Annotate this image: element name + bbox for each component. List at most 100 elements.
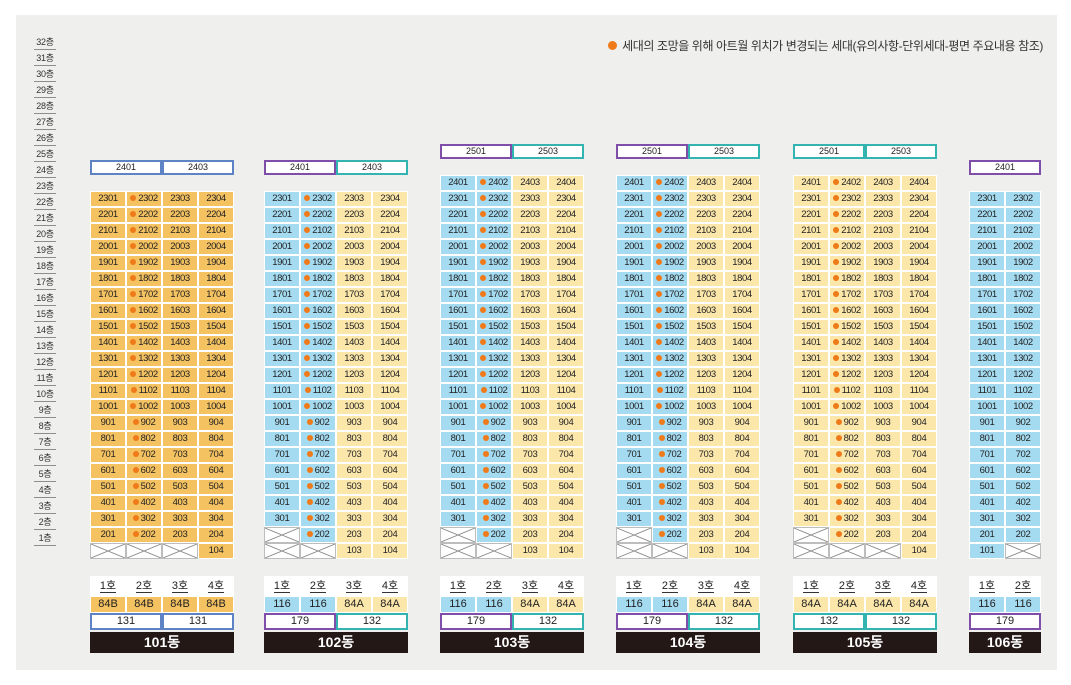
unit-cell: 901 [793,415,829,431]
top-floor-unit-label: 2403 [336,160,408,175]
unit-number: 1804 [380,273,400,284]
unit-cell: 1101 [969,383,1005,399]
unit-cell: 1702 [126,287,162,303]
unit-cell: 1903 [162,255,198,271]
unit-number: 1103 [344,385,364,396]
unit-number: 1504 [206,321,226,332]
unit-cell: 403 [688,495,724,511]
unit-cell: 1803 [336,271,372,287]
unit-number: 1203 [520,369,540,380]
unit-cell: 903 [336,415,372,431]
unit-number: 1904 [556,257,576,268]
unit-cell: 2002 [829,239,865,255]
unit-cell: 603 [162,463,198,479]
unit-cell: 1301 [616,351,652,367]
unit-cell: 1403 [162,335,198,351]
unit-column-label: 1호 [90,576,126,596]
unit-number: 2202 [138,209,158,220]
unit-cell: 2004 [198,239,234,255]
unit-cell: 401 [969,495,1005,511]
unit-number: 903 [522,417,538,428]
unit-cell: 2103 [865,223,901,239]
unit-number: 1902 [138,257,158,268]
unit-number: 1201 [624,369,644,380]
unit-number: 1502 [1013,321,1033,332]
unit-cell: 203 [688,527,724,543]
unit-number: 202 [1015,529,1031,540]
unit-number: 1903 [696,257,716,268]
artwall-marker-icon [130,387,137,393]
unit-column-label: 2호 [300,576,336,596]
unit-cell: 802 [1005,431,1041,447]
unit-number: 602 [314,465,330,476]
unit-number: 1501 [801,321,821,332]
floor-label: 28층 [34,99,56,114]
unit-cell: 602 [1005,463,1041,479]
unit-cell: 204 [548,527,584,543]
unit-cell: 1803 [162,271,198,287]
unit-number: 501 [100,481,116,492]
unit-cell: 1003 [162,399,198,415]
artwall-marker-icon [306,467,313,473]
unit-cell: 2304 [372,191,408,207]
unit-cell: 1802 [476,271,512,287]
artwall-marker-icon [480,211,487,217]
unit-cell: 101 [969,543,1005,559]
unit-number: 2001 [448,241,468,252]
unit-cell: 2101 [90,223,126,239]
unit-number: 202 [843,529,859,540]
unit-cell: 2204 [548,207,584,223]
unit-number: 2303 [170,193,190,204]
unit-cell: 1202 [300,367,336,383]
unit-number: 2303 [344,193,364,204]
unit-cell: 802 [126,431,162,447]
artwall-marker-icon [482,483,489,489]
unit-number: 1902 [664,257,684,268]
unit-number: 1604 [732,305,752,316]
unit-number: 703 [522,449,538,460]
unit-number: 1904 [909,257,929,268]
floor-label: 24층 [34,163,56,178]
unit-cell: 2002 [476,239,512,255]
artwall-marker-icon [304,307,311,313]
unit-number: 1804 [556,273,576,284]
unit-cell: 204 [372,527,408,543]
unit-number: 2304 [380,193,400,204]
unit-cell: 2104 [372,223,408,239]
unit-cell: 2103 [688,223,724,239]
unit-cell: 1903 [336,255,372,271]
legend: 세대의 조망을 위해 아트월 위치가 변경되는 세대(유의사항-단위세대-평면 … [608,37,1043,54]
artwall-marker-icon [658,531,665,537]
unit-cell: 1804 [901,271,937,287]
unit-cell: 503 [688,479,724,495]
unit-number: 2201 [98,209,118,220]
unit-number: 1203 [170,369,190,380]
unit-cell: 1103 [336,383,372,399]
unit-number: 301 [803,513,819,524]
artwall-marker-icon [656,243,663,249]
unit-cell: 1603 [688,303,724,319]
unit-number: 2103 [520,225,540,236]
unit-number: 1701 [801,289,821,300]
unit-cell: 1104 [724,383,760,399]
unit-number: 2202 [312,209,332,220]
household-count-label: 179 [969,613,1041,630]
unit-number: 2201 [801,209,821,220]
unit-cell: 1004 [548,399,584,415]
unit-cell: 603 [865,463,901,479]
unit-cell: 2301 [969,191,1005,207]
unit-number: 202 [490,529,506,540]
unit-number: 401 [626,497,642,508]
unit-number: 1202 [1013,369,1033,380]
unit-cell: 303 [865,511,901,527]
unit-cell: 301 [793,511,829,527]
unit-cell: 1703 [865,287,901,303]
unit-number: 1801 [272,273,292,284]
unit-number: 103 [346,545,362,556]
unit-cell: 203 [865,527,901,543]
artwall-marker-icon [306,435,313,441]
unit-cell: 304 [548,511,584,527]
artwall-marker-icon [833,387,840,393]
unit-cell: 2202 [300,207,336,223]
unit-number: 1003 [873,401,893,412]
